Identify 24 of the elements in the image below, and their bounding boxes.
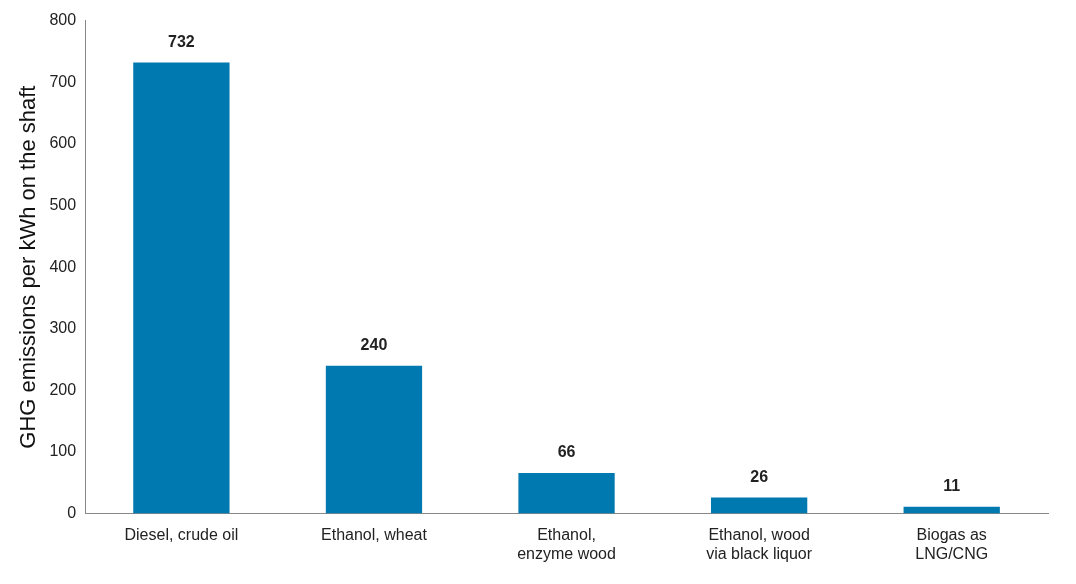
y-tick-label: 600 xyxy=(49,134,77,152)
y-tick-label: 500 xyxy=(49,195,77,213)
bar xyxy=(133,62,230,514)
y-tick-label: 800 xyxy=(49,11,77,29)
y-tick-label: 200 xyxy=(49,380,77,398)
bar xyxy=(518,472,615,514)
data-label: 11 xyxy=(943,477,961,495)
x-tick-label: Biogas as LNG/CNG xyxy=(915,525,989,562)
y-tick-label: 100 xyxy=(49,442,77,460)
data-label: 240 xyxy=(360,336,388,354)
bar xyxy=(325,365,423,514)
data-label: 66 xyxy=(557,443,576,461)
x-tick-label: Ethanol, enzyme wood xyxy=(517,525,616,562)
x-tick-label: Diesel, crude oil xyxy=(124,525,239,543)
y-axis-title: GHG emissions per kWh on the shaft xyxy=(15,85,41,449)
y-tick-label: 700 xyxy=(49,72,77,90)
x-tick-label: Ethanol, wheat xyxy=(321,525,428,543)
bar xyxy=(710,497,808,514)
y-tick-label: 300 xyxy=(49,319,77,337)
data-label: 732 xyxy=(168,32,195,50)
x-tick-label: Ethanol, wood via black liquor xyxy=(706,525,813,562)
y-tick-label: 400 xyxy=(49,257,77,275)
y-tick-label: 0 xyxy=(67,504,77,522)
data-label: 26 xyxy=(750,467,769,485)
